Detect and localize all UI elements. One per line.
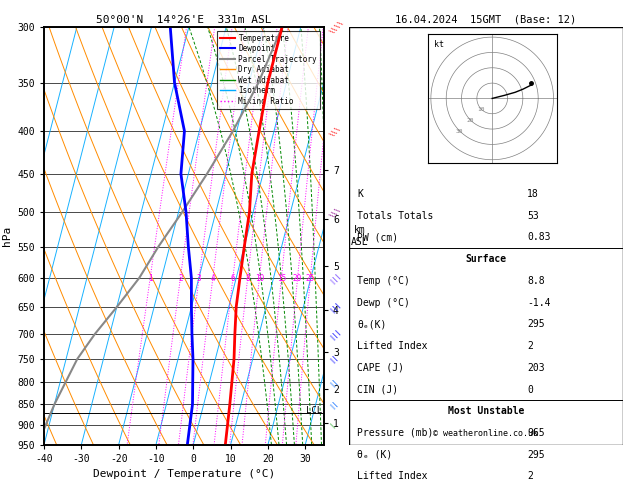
Text: CIN (J): CIN (J) [357,384,398,395]
Text: Totals Totals: Totals Totals [357,210,433,221]
Text: |||: ||| [328,271,342,285]
Title: 16.04.2024  15GMT  (Base: 12): 16.04.2024 15GMT (Base: 12) [395,15,577,25]
Text: K: K [357,189,363,199]
Text: \\\\: \\\\ [328,18,344,35]
Text: 15: 15 [277,274,286,282]
Text: 203: 203 [527,363,545,373]
Text: 3: 3 [197,274,201,282]
Text: 2: 2 [527,471,533,482]
Text: kt: kt [434,40,444,49]
Text: ||: || [328,353,339,364]
Text: 30: 30 [455,129,463,134]
Text: 6: 6 [231,274,235,282]
Text: |: | [328,421,336,429]
Text: Most Unstable: Most Unstable [448,406,524,416]
Y-axis label: hPa: hPa [2,226,12,246]
Text: ||: || [328,377,339,388]
Text: \\\: \\\ [328,205,342,219]
Text: \\\: \\\ [328,124,342,138]
Text: -1.4: -1.4 [527,297,550,308]
Text: 4: 4 [211,274,215,282]
Text: 2: 2 [178,274,182,282]
Text: Lifted Index: Lifted Index [357,471,428,482]
Title: 50°00'N  14°26'E  331m ASL: 50°00'N 14°26'E 331m ASL [96,15,272,25]
Text: 10: 10 [255,274,264,282]
Text: 1: 1 [148,274,152,282]
Text: |||: ||| [328,300,342,314]
Text: Temp (°C): Temp (°C) [357,276,410,286]
Text: 20: 20 [293,274,302,282]
Text: 8.8: 8.8 [527,276,545,286]
Text: 8: 8 [245,274,250,282]
Text: 18: 18 [527,189,538,199]
Text: 295: 295 [527,319,545,330]
Text: PW (cm): PW (cm) [357,232,398,243]
Text: Surface: Surface [465,254,506,264]
Text: 0: 0 [527,384,533,395]
Text: 10: 10 [477,107,485,112]
Text: LCL: LCL [306,406,322,415]
Text: Pressure (mb): Pressure (mb) [357,428,433,438]
Legend: Temperature, Dewpoint, Parcel Trajectory, Dry Adiabat, Wet Adiabat, Isotherm, Mi: Temperature, Dewpoint, Parcel Trajectory… [217,31,320,109]
Text: Lifted Index: Lifted Index [357,341,428,351]
Text: 53: 53 [527,210,538,221]
Text: ||: || [328,399,339,410]
Text: Dewp (°C): Dewp (°C) [357,297,410,308]
Text: 965: 965 [527,428,545,438]
Text: 25: 25 [306,274,315,282]
Text: |||: ||| [328,327,342,341]
Text: 295: 295 [527,450,545,460]
X-axis label: Dewpoint / Temperature (°C): Dewpoint / Temperature (°C) [93,469,275,479]
Text: © weatheronline.co.uk: © weatheronline.co.uk [433,430,538,438]
Text: 2: 2 [527,341,533,351]
Y-axis label: km
ASL: km ASL [351,225,369,246]
Text: 20: 20 [466,118,474,123]
Text: CAPE (J): CAPE (J) [357,363,404,373]
Text: 0.83: 0.83 [527,232,550,243]
Text: θₑ (K): θₑ (K) [357,450,392,460]
Text: θₑ(K): θₑ(K) [357,319,387,330]
